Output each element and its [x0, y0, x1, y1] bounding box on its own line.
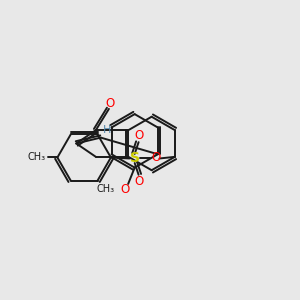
Text: O: O	[120, 183, 130, 196]
Text: CH₃: CH₃	[96, 184, 115, 194]
Text: S: S	[130, 152, 140, 166]
Text: H: H	[102, 125, 111, 135]
Text: O: O	[135, 129, 144, 142]
Text: O: O	[105, 97, 114, 110]
Text: O: O	[151, 151, 160, 164]
Text: CH₃: CH₃	[28, 152, 46, 163]
Text: O: O	[135, 175, 144, 188]
